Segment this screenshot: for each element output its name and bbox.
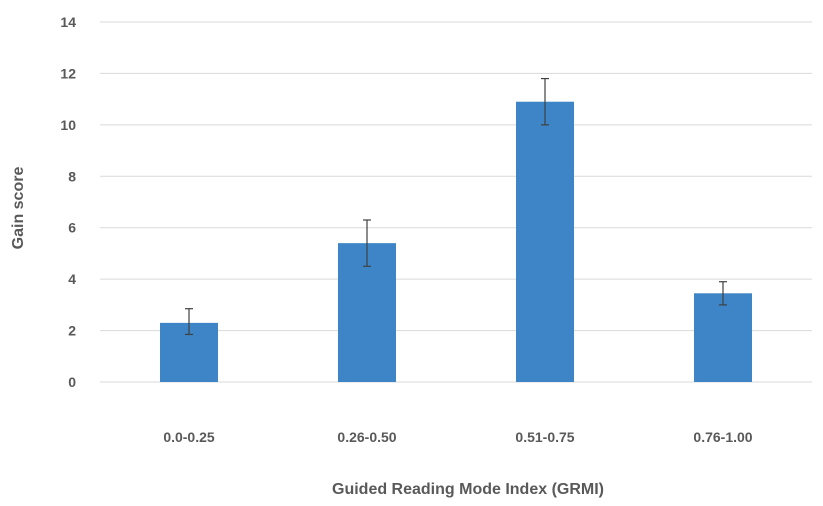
error-bars: [185, 77, 727, 336]
x-tick-label: 0.51-0.75: [515, 429, 574, 445]
y-axis-title: Gain score: [10, 167, 27, 250]
x-axis-title: Guided Reading Mode Index (GRMI): [332, 481, 604, 498]
y-tick-label: 2: [68, 323, 76, 339]
y-tick-label: 14: [60, 14, 76, 30]
gridlines: [100, 21, 812, 383]
bar: [516, 101, 574, 382]
bar: [694, 293, 752, 382]
y-tick-label: 6: [68, 220, 76, 236]
y-tick-label: 10: [60, 117, 76, 133]
x-tick-label: 0.26-0.50: [337, 429, 396, 445]
bars: [160, 101, 752, 382]
y-tick-label: 8: [68, 168, 76, 184]
y-tick-label: 12: [60, 65, 76, 81]
y-tick-label: 0: [68, 374, 76, 390]
y-axis-ticks: 0 2 4 6 8 10 12 14: [60, 14, 76, 390]
y-tick-label: 4: [68, 271, 76, 287]
x-axis-ticks: 0.0-0.25 0.26-0.50 0.51-0.75 0.76-1.00: [163, 429, 752, 445]
x-tick-label: 0.0-0.25: [163, 429, 215, 445]
x-tick-label: 0.76-1.00: [693, 429, 752, 445]
